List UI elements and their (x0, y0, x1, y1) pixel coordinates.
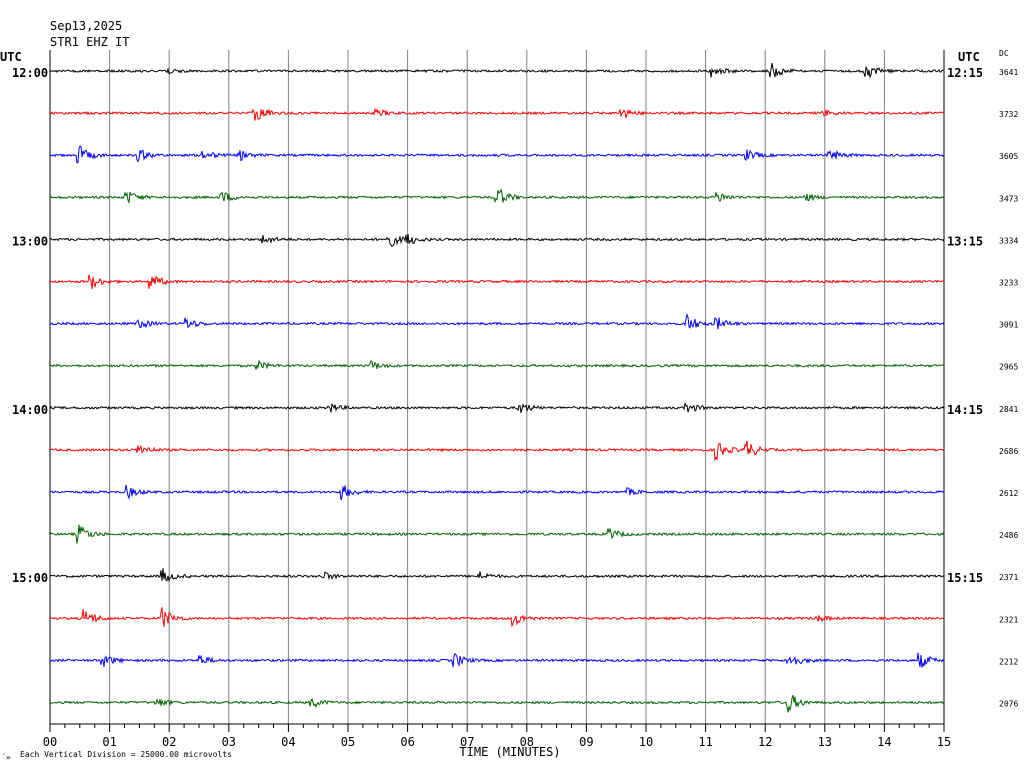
hour-label-right: 14:15 (947, 403, 983, 417)
trace-1407 (49, 484, 945, 501)
footer-mark: ´» (1, 752, 11, 762)
trace-1500 (49, 568, 945, 583)
right-utc-label: UTC (958, 50, 980, 64)
x-tick-label-05: 05 (341, 735, 355, 749)
trace-1511 (49, 695, 945, 713)
trace-1311 (49, 359, 945, 370)
trace-1300 (49, 233, 945, 248)
dc-value-8: 2841 (999, 405, 1018, 414)
trace-1411 (49, 524, 945, 544)
header-date: Sep13,2025 (50, 19, 122, 33)
dc-value-12: 2371 (999, 573, 1018, 582)
trace-1307 (49, 312, 945, 330)
x-tick-label-08: 08 (520, 735, 534, 749)
x-tick-label-15: 15 (937, 735, 951, 749)
trace-1303 (49, 274, 945, 290)
dc-value-7: 2965 (999, 363, 1018, 372)
x-axis: 00 01 02 03 04 05 06 07 08 09 10 11 12 13 14 15 (43, 724, 951, 749)
trace-1211 (49, 188, 945, 205)
dc-value-13: 2321 (999, 615, 1018, 624)
dc-value-2: 3605 (999, 152, 1018, 161)
x-tick-label-12: 12 (758, 735, 772, 749)
dc-value-14: 2212 (999, 657, 1018, 666)
trace-1207 (49, 145, 945, 164)
x-tick-label-03: 03 (222, 735, 236, 749)
trace-1503 (49, 607, 945, 628)
hour-label-left: 12:00 (12, 66, 48, 80)
dc-label: DC (999, 49, 1009, 58)
dc-value-10: 2612 (999, 489, 1018, 498)
hour-label-right: 13:15 (947, 234, 983, 248)
dc-value-4: 3334 (999, 236, 1018, 245)
x-axis-title: TIME (MINUTES) (459, 745, 560, 759)
hour-label-left: 15:00 (12, 571, 48, 585)
hour-label-left: 14:00 (12, 403, 48, 417)
trace-1507 (49, 652, 945, 668)
trace-1203 (49, 107, 945, 121)
hour-label-left: 13:00 (12, 234, 48, 248)
left-utc-label: UTC (0, 50, 22, 64)
hour-label-right: 15:15 (947, 571, 983, 585)
x-tick-label-14: 14 (877, 735, 891, 749)
dc-value-1: 3732 (999, 110, 1018, 119)
x-tick-label-04: 04 (281, 735, 295, 749)
dc-value-6: 3091 (999, 321, 1018, 330)
x-tick-label-09: 09 (579, 735, 593, 749)
x-tick-label-10: 10 (639, 735, 653, 749)
dc-value-5: 3233 (999, 279, 1018, 288)
trace-1403 (49, 440, 945, 462)
trace-1200 (49, 63, 945, 79)
x-tick-label-13: 13 (818, 735, 832, 749)
x-tick-label-00: 00 (43, 735, 57, 749)
trace-1400 (49, 402, 945, 414)
dc-value-0: 3641 (999, 68, 1018, 77)
x-tick-label-06: 06 (400, 735, 414, 749)
traces (49, 63, 945, 713)
x-tick-label-02: 02 (162, 735, 176, 749)
dc-value-15: 2076 (999, 700, 1018, 709)
x-tick-label-07: 07 (460, 735, 474, 749)
hour-label-right: 12:15 (947, 66, 983, 80)
dc-value-3: 3473 (999, 194, 1018, 203)
dc-value-9: 2686 (999, 447, 1018, 456)
row-labels: 3641 3732 3605 3473 3334 3233 3091 2965 2841 2686… (12, 66, 1018, 709)
x-tick-label-01: 01 (102, 735, 116, 749)
dc-value-11: 2486 (999, 531, 1018, 540)
x-tick-label-11: 11 (698, 735, 712, 749)
header-station: STR1 EHZ IT (50, 35, 129, 49)
footer-scale-text: Each Vertical Division = 25000.00 microv… (20, 750, 232, 759)
